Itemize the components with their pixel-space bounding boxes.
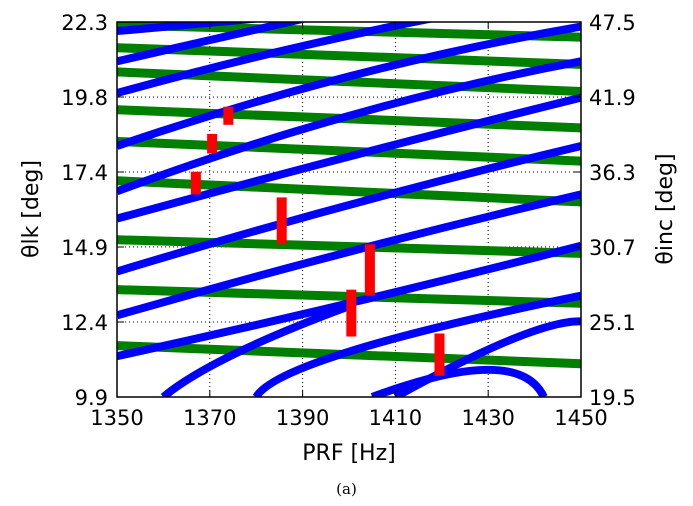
y-tick-label: 17.4 bbox=[61, 161, 108, 185]
x-axis-label: PRF [Hz] bbox=[302, 441, 395, 466]
x-tick-label: 1390 bbox=[276, 406, 329, 430]
y-tick-label: 12.4 bbox=[61, 311, 108, 335]
tick-marks bbox=[116, 21, 582, 398]
tick-labels: 1350 1370 1390 1410 1430 1450 9.9 19.5 12.4 25.1 1… bbox=[61, 11, 636, 430]
y-tick-label: 22.3 bbox=[61, 11, 108, 35]
y-tick-label: 14.9 bbox=[61, 236, 108, 260]
y2-tick-label: 25.1 bbox=[589, 311, 636, 335]
blue-series-band bbox=[160, 302, 351, 397]
plot-frame bbox=[116, 21, 582, 398]
y2-tick-label: 30.7 bbox=[589, 236, 636, 260]
blue-series-band bbox=[370, 365, 548, 397]
red-marker bbox=[434, 333, 445, 376]
red-marker bbox=[276, 197, 287, 245]
blue-series-band bbox=[117, 22, 308, 66]
blue-series-band bbox=[117, 93, 581, 223]
y-tick-label: 9.9 bbox=[75, 386, 108, 410]
x-tick-label: 1430 bbox=[461, 406, 514, 430]
green-series-band bbox=[117, 43, 581, 69]
green-series-band bbox=[117, 136, 581, 166]
x-tick-label: 1410 bbox=[369, 406, 422, 430]
x-tick-label: 1350 bbox=[90, 406, 143, 430]
y2-tick-label: 19.5 bbox=[589, 386, 636, 410]
x-tick-label: 1370 bbox=[183, 406, 236, 430]
y2-tick-label: 36.3 bbox=[589, 161, 636, 185]
series-layer bbox=[117, 22, 581, 397]
red-marker bbox=[346, 289, 357, 337]
blue-series-band bbox=[117, 142, 581, 276]
blue-series-band bbox=[117, 22, 581, 150]
y-tick-label: 19.8 bbox=[61, 86, 108, 110]
red-marker bbox=[223, 106, 234, 125]
figure-caption: (a) bbox=[336, 480, 357, 498]
green-series-band bbox=[117, 235, 581, 258]
y2-tick-label: 47.5 bbox=[589, 11, 636, 35]
blue-series-band bbox=[252, 291, 581, 397]
red-marker bbox=[207, 133, 218, 154]
blue-series-band bbox=[117, 57, 581, 196]
y2-tick-label: 41.9 bbox=[589, 86, 636, 110]
marker-layer bbox=[190, 106, 445, 376]
x-tick-label: 1450 bbox=[554, 406, 607, 430]
y-axis-label: θlk [deg] bbox=[19, 160, 44, 258]
y2-axis-label: θinc [deg] bbox=[653, 153, 678, 264]
red-marker bbox=[190, 171, 201, 195]
blue-series-band bbox=[117, 190, 581, 320]
red-marker bbox=[364, 244, 375, 296]
blue-series-band bbox=[117, 22, 435, 97]
